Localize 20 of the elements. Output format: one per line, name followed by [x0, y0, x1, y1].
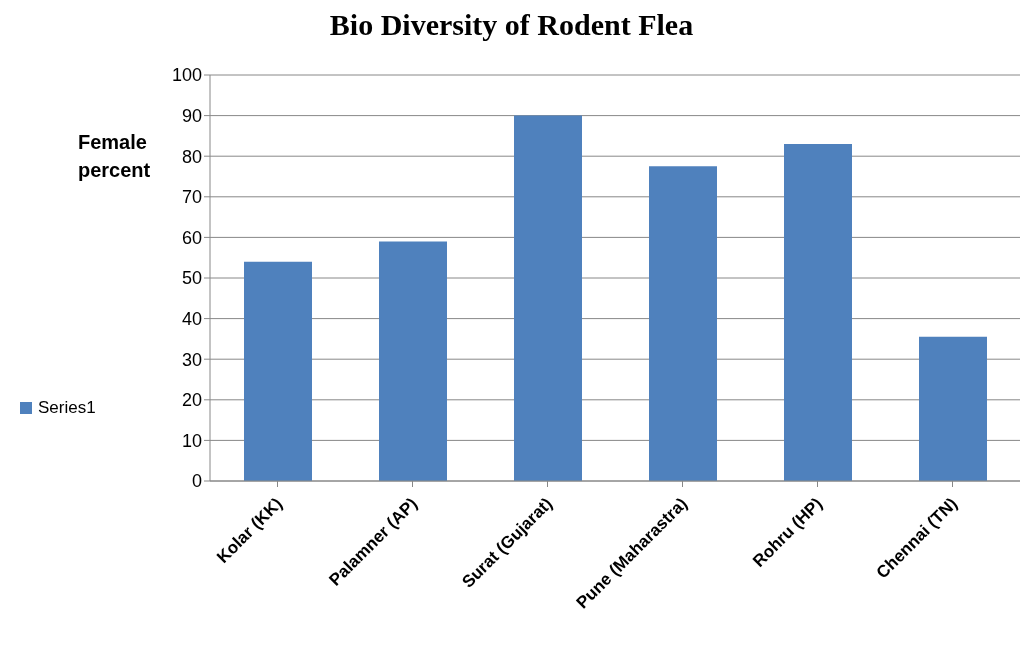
- bar: [919, 336, 987, 481]
- y-tick-label: 0: [191, 471, 202, 492]
- y-tick-label: 30: [181, 349, 202, 370]
- y-tick-label: 40: [181, 308, 202, 329]
- y-tick-label: 50: [181, 268, 202, 289]
- y-tick-label: 80: [181, 146, 202, 167]
- bar: [514, 115, 582, 481]
- bar: [649, 166, 717, 481]
- y-tick-label: 90: [181, 105, 202, 126]
- y-axis-title: Female percent: [78, 130, 151, 183]
- bar: [784, 144, 852, 481]
- y-tick-label: 70: [181, 187, 202, 208]
- y-tick-label: 100: [171, 65, 202, 86]
- y-tick-label: 60: [181, 227, 202, 248]
- legend-label: Series1: [38, 398, 96, 418]
- bar: [244, 261, 312, 481]
- y-tick-label: 10: [181, 430, 202, 451]
- chart-title: Bio Diversity of Rodent Flea: [328, 8, 695, 42]
- bar: [379, 241, 447, 481]
- y-tick-label: 20: [181, 390, 202, 411]
